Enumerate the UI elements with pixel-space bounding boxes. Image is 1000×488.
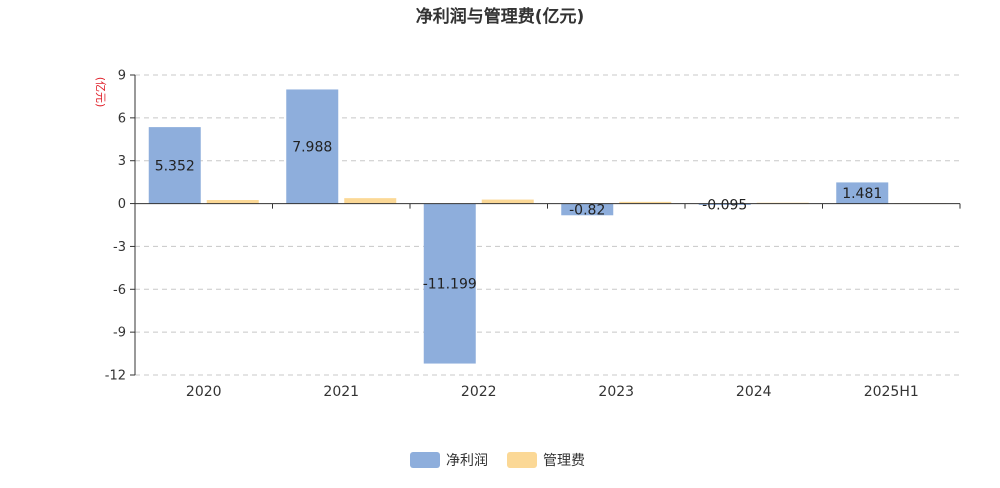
bar-1-2022 <box>481 199 534 204</box>
data-label: -11.199 <box>423 277 477 293</box>
x-tick-label: 2020 <box>186 384 222 400</box>
gridlines <box>135 74 960 376</box>
data-labels: 5.352 7.988 -11.199 -0.82 -0.095 1.481 <box>155 140 883 293</box>
y-tick-label: -3 <box>113 240 126 255</box>
bars <box>148 89 947 364</box>
data-label: -0.095 <box>702 197 747 213</box>
data-label: 7.988 <box>292 140 332 156</box>
data-label: -0.82 <box>569 202 605 218</box>
bar-0-2022 <box>423 203 476 364</box>
axes: 9 6 3 0 -3 -6 -9 -12 2020 2021 2022 2023 2024 2025H1 <box>105 69 961 400</box>
legend-label: 管理费 <box>543 453 585 469</box>
legend-swatch <box>507 452 537 468</box>
y-tick-label: 3 <box>118 154 126 169</box>
y-tick-label: 9 <box>118 69 126 84</box>
y-tick-label: -6 <box>113 283 126 298</box>
x-tick-label: 2023 <box>598 384 634 400</box>
bar-1-2023 <box>619 201 672 204</box>
bar-1-2020 <box>206 200 259 204</box>
x-tick-label: 2025H1 <box>864 384 919 400</box>
data-label: 1.481 <box>842 186 882 202</box>
y-axis-unit-label: (亿元) <box>94 77 107 108</box>
x-tick-label: 2022 <box>461 384 497 400</box>
x-tick-label: 2024 <box>736 384 772 400</box>
bar-1-2021 <box>344 198 397 204</box>
bar-0-2024 <box>698 203 751 205</box>
y-tick-label: -9 <box>113 326 126 341</box>
chart-title: 净利润与管理费(亿元) <box>416 6 585 27</box>
bar-0-2020 <box>148 127 201 204</box>
bar-0-2023 <box>561 203 614 216</box>
legend-label: 净利润 <box>446 453 488 469</box>
x-tick-label: 2021 <box>323 384 359 400</box>
legend: 净利润 管理费 <box>410 452 585 469</box>
y-tick-label: -12 <box>105 369 126 384</box>
legend-swatch <box>410 452 440 468</box>
y-tick-label: 6 <box>118 111 126 126</box>
legend-item-1: 管理费 <box>507 452 585 469</box>
y-tick-label: 0 <box>118 197 126 212</box>
data-label: 5.352 <box>155 158 195 174</box>
bar-0-2025H1 <box>836 182 889 204</box>
legend-item-0: 净利润 <box>410 452 488 469</box>
bar-0-2021 <box>286 89 339 204</box>
